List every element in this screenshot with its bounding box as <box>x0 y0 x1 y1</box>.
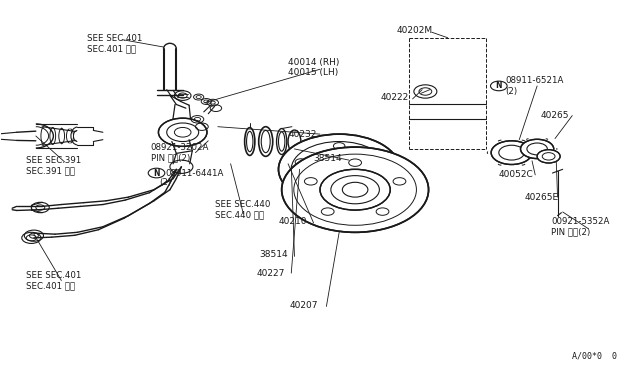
Text: 00921-5352A
PIN ピン(2): 00921-5352A PIN ピン(2) <box>551 217 609 237</box>
Text: 40222: 40222 <box>381 93 409 102</box>
Ellipse shape <box>276 129 287 154</box>
Text: 40014 (RH)
40015 (LH): 40014 (RH) 40015 (LH) <box>288 58 339 77</box>
Circle shape <box>320 169 390 210</box>
Text: N: N <box>495 81 502 90</box>
Circle shape <box>520 139 554 158</box>
Text: 08921-3202A
PIN ピン(2): 08921-3202A PIN ピン(2) <box>151 143 209 162</box>
Text: SEE SEC.401
SEC.401 参照: SEE SEC.401 SEC.401 参照 <box>87 33 142 53</box>
Ellipse shape <box>288 130 301 153</box>
Ellipse shape <box>244 128 255 155</box>
Text: (2): (2) <box>159 178 171 187</box>
Text: 08911-6521A
(2): 08911-6521A (2) <box>505 76 564 96</box>
Text: 40207: 40207 <box>289 301 318 310</box>
Text: 40210: 40210 <box>278 217 307 226</box>
Text: 40265: 40265 <box>540 111 569 120</box>
Text: A/00*0  0: A/00*0 0 <box>572 352 617 361</box>
Text: 38514: 38514 <box>314 154 342 163</box>
Text: SEE SEC.391
SEC.391 参照: SEE SEC.391 SEC.391 参照 <box>26 156 81 175</box>
Circle shape <box>491 141 532 164</box>
Text: N: N <box>153 169 160 177</box>
Ellipse shape <box>259 127 273 156</box>
Circle shape <box>159 118 207 146</box>
Text: 38514: 38514 <box>259 250 288 259</box>
Text: 40052C: 40052C <box>499 170 534 179</box>
Circle shape <box>537 150 560 163</box>
Circle shape <box>278 134 400 205</box>
Circle shape <box>282 147 429 232</box>
Text: SEE SEC.440
SEC.440 参照: SEE SEC.440 SEC.440 参照 <box>214 201 270 220</box>
Circle shape <box>306 150 372 189</box>
Text: 08911-6441A: 08911-6441A <box>166 169 224 177</box>
Text: 40265E: 40265E <box>524 193 559 202</box>
Text: 40232: 40232 <box>288 129 316 139</box>
Text: SEE SEC.401
SEC.401 参照: SEE SEC.401 SEC.401 参照 <box>26 271 82 290</box>
Text: 40202M: 40202M <box>397 26 433 35</box>
Text: 40227: 40227 <box>256 269 285 278</box>
